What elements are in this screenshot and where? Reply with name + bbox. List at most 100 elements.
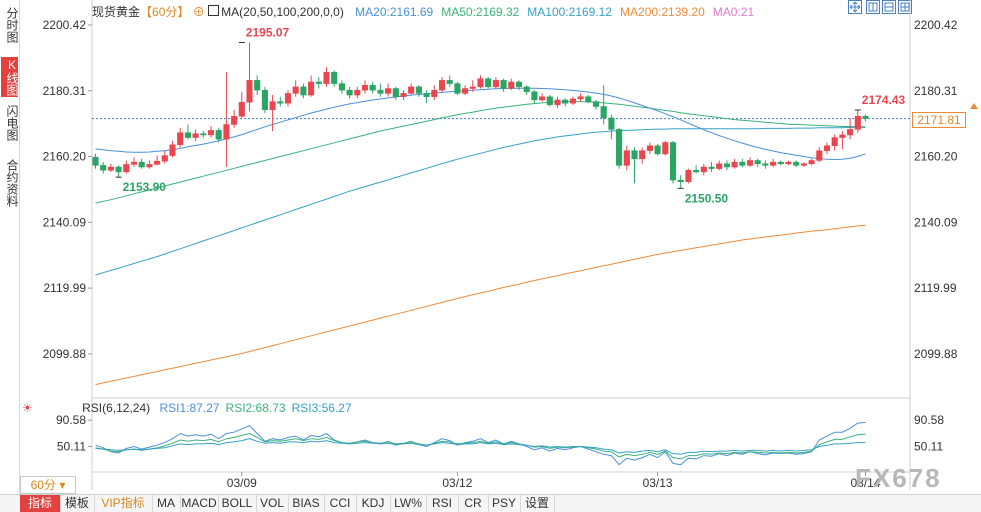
candle-body <box>354 89 361 96</box>
ma-value-0: MA20:2161.69 <box>355 5 434 19</box>
candle-body <box>723 163 730 168</box>
price-annotation: 2153.90 <box>123 180 167 194</box>
candle-body <box>92 156 99 166</box>
indicator-tab-7[interactable]: BIAS <box>288 495 325 512</box>
candle-body <box>531 91 538 101</box>
candle-body <box>462 88 469 94</box>
indicator-tab-11[interactable]: RSI <box>426 495 459 512</box>
candle-body <box>754 160 761 164</box>
candle-body <box>408 86 415 94</box>
tab-flash-chart[interactable]: 闪电图 <box>5 105 19 141</box>
ma-value-4: MA0:21 <box>712 5 755 19</box>
candle-body <box>184 132 191 138</box>
candle-body <box>585 96 592 102</box>
indicator-tab-4[interactable]: MACD <box>180 495 219 512</box>
candle-body <box>469 86 476 89</box>
candle-body <box>708 166 715 169</box>
candle-body <box>115 166 122 173</box>
candle-body <box>431 89 438 97</box>
ma-value-2: MA100:2169.12 <box>527 5 613 19</box>
indicator-tab-3[interactable]: MA <box>152 495 181 512</box>
grid-icon[interactable] <box>898 0 912 14</box>
candle-body <box>716 163 723 169</box>
indicator-tab-2[interactable]: VIP指标 <box>94 495 153 512</box>
rsi-tick-label: 90.58 <box>56 413 86 427</box>
y-tick-label: 2119.99 <box>44 281 87 295</box>
candle-body <box>731 161 738 168</box>
sun-icon[interactable]: ☀ <box>22 401 33 415</box>
grid-icon[interactable] <box>866 0 880 14</box>
candle-body <box>770 161 777 166</box>
ma20-line <box>95 87 866 161</box>
indicator-tab-0[interactable]: 指标 <box>20 495 61 512</box>
candle-body <box>762 163 769 166</box>
rsi-value-2: RSI3:56.27 <box>291 401 352 415</box>
ma-value-1: MA50:2169.32 <box>441 5 520 19</box>
grid-icon[interactable] <box>882 0 896 14</box>
ma-value-3: MA200:2139.20 <box>620 5 705 19</box>
candlestick-chart[interactable]: 2200.42 2200.42 2180.31 2180.31 2160.20 2160.… <box>0 0 981 494</box>
tab-contract-info[interactable]: 合约资料 <box>5 159 19 207</box>
arrow-up-icon[interactable] <box>970 103 978 109</box>
ma-settings-icon[interactable] <box>208 5 220 16</box>
y-tick-label: 2099.88 <box>914 347 958 361</box>
candle-body <box>508 81 515 89</box>
candle-body <box>315 81 322 84</box>
period-label: 【60分】 <box>140 5 190 19</box>
candle-body <box>693 170 700 173</box>
indicator-tab-12[interactable]: CR <box>458 495 489 512</box>
indicator-tab-5[interactable]: BOLL <box>218 495 257 512</box>
candle-body <box>546 96 553 106</box>
candle-body <box>207 130 215 136</box>
candle-body <box>107 166 114 171</box>
candle-body <box>777 161 784 164</box>
tab-time-sharing[interactable]: 分时图 <box>5 7 19 43</box>
tab-kline[interactable]: K线图 <box>1 57 19 97</box>
indicator-tab-14[interactable]: 设置 <box>520 495 555 512</box>
candle-body <box>746 160 754 166</box>
indicator-tab-13[interactable]: PSY <box>488 495 521 512</box>
indicator-tab-9[interactable]: KDJ <box>356 495 391 512</box>
candle-body <box>308 81 315 96</box>
expand-icon[interactable] <box>848 0 862 14</box>
candle-body <box>616 129 623 166</box>
settings-icon[interactable]: ⊕ <box>192 5 205 19</box>
rsi-legend: ☀ RSI(6,12,24) RSI1:87.27 RSI2:68.73 RSI3:… <box>22 401 352 415</box>
y-tick-label: 2140.09 <box>914 215 958 229</box>
candle-body <box>400 93 407 97</box>
candle-body <box>254 80 261 91</box>
indicator-tab-10[interactable]: LW% <box>390 495 427 512</box>
candle-body <box>562 99 569 104</box>
candle-body <box>338 83 345 91</box>
candle-body <box>269 101 276 111</box>
candle-body <box>123 164 130 173</box>
indicator-tab-6[interactable]: VOL <box>256 495 289 512</box>
candle-body <box>623 150 630 166</box>
indicator-tab-8[interactable]: CCI <box>324 495 357 512</box>
candle-body <box>438 80 446 91</box>
candle-body <box>639 150 646 160</box>
candle-body <box>592 101 600 107</box>
symbol-name: 现货黄金 <box>92 5 141 19</box>
indicator-tab-1[interactable]: 模板 <box>60 495 95 512</box>
ma50-line <box>95 101 866 204</box>
x-tick-label: 03/09 <box>227 476 257 490</box>
period-selector[interactable]: 60分 ▾ <box>20 476 76 494</box>
candle-body <box>246 80 253 103</box>
y-tick-label: 2160.20 <box>43 150 87 164</box>
rsi-line-rsi1 <box>95 421 866 466</box>
main-legend: 现货黄金【60分】 ⊕ MA(20,50,100,200,0,0) MA20:2… <box>92 3 755 19</box>
rsi-tick-label: 50.11 <box>57 439 86 453</box>
candle-body <box>385 88 392 94</box>
candle-body <box>831 137 838 147</box>
candle-body <box>739 161 746 166</box>
candle-body <box>231 116 238 125</box>
candle-body <box>177 132 184 146</box>
watermark-text: FX678 <box>855 463 942 493</box>
candle-body <box>554 99 561 106</box>
candle-body <box>793 161 800 166</box>
candle-body <box>477 78 484 88</box>
ma200-line <box>95 224 866 386</box>
candle-body <box>161 155 168 162</box>
candle-body <box>284 93 292 104</box>
